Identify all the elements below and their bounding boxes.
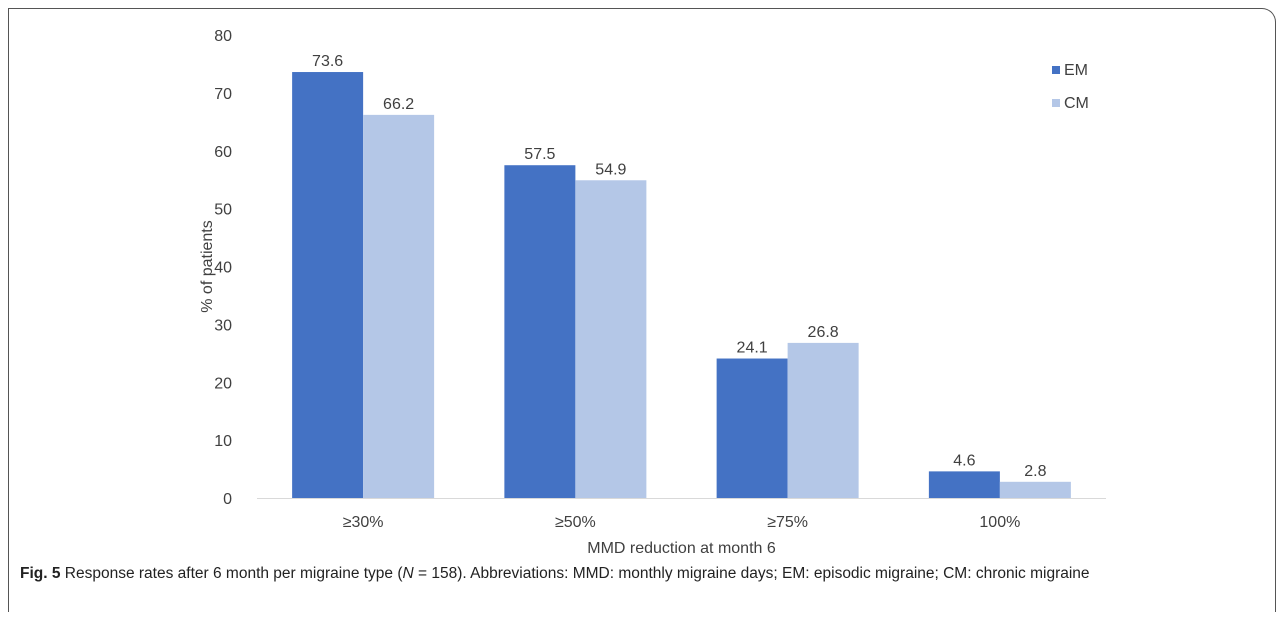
legend: EM CM [1052,62,1089,112]
data-label: 54.9 [595,161,626,178]
x-axis-label: MMD reduction at month 6 [587,540,776,557]
caption-n-symbol: N [402,565,414,582]
y-tick-label: 0 [223,491,232,508]
legend-swatch-em [1052,66,1060,74]
data-label: 26.8 [808,324,839,341]
x-tick-label: ≥50% [555,514,596,531]
y-tick-label: 70 [214,86,232,103]
bar-chart: 0 10 20 30 40 50 60 70 80 73.6 66.2 57.5 54.9 24.1 26… [199,28,1106,557]
y-tick-label: 80 [214,28,232,45]
bar-em [504,165,576,498]
x-tick-label: 100% [979,514,1020,531]
y-tick-label: 50 [214,202,232,219]
legend-swatch-cm [1052,99,1060,107]
y-tick-label: 10 [214,433,232,450]
caption-text-end: = 158). Abbreviations: MMD: monthly migr… [413,565,1090,582]
y-tick-label: 20 [214,375,232,392]
x-tick-labels: ≥30% ≥50% ≥75% 100% [343,514,1021,531]
y-tick-label: 30 [214,317,232,334]
data-label: 2.8 [1024,463,1046,480]
data-label: 24.1 [737,340,768,357]
data-label: 4.6 [953,452,975,469]
legend-label-cm: CM [1064,95,1089,112]
x-tick-label: ≥30% [343,514,384,531]
y-tick-label: 60 [214,144,232,161]
data-label: 73.6 [312,53,343,70]
legend-label-em: EM [1064,62,1088,79]
bar-cm [363,114,435,499]
bar-em [716,358,788,498]
data-label: 66.2 [383,96,414,113]
bars: 73.6 66.2 57.5 54.9 24.1 26.8 4.6 2.8 [292,53,1071,499]
figure-caption: Fig. 5 Response rates after 6 month per … [20,563,1260,585]
x-tick-label: ≥75% [767,514,808,531]
figure-frame [8,8,1276,612]
bar-cm [575,180,647,499]
figure-label: Fig. 5 [20,565,61,582]
y-tick-label: 40 [214,260,232,277]
bar-em [292,72,364,498]
y-axis-label: % of patients [199,220,216,313]
bar-em [928,471,1000,498]
caption-text-start: Response rates after 6 month per migrain… [64,565,403,582]
bar-cm [999,481,1071,498]
bar-cm [787,342,859,498]
y-axis: 0 10 20 30 40 50 60 70 80 [214,28,232,508]
data-label: 57.5 [524,146,555,163]
